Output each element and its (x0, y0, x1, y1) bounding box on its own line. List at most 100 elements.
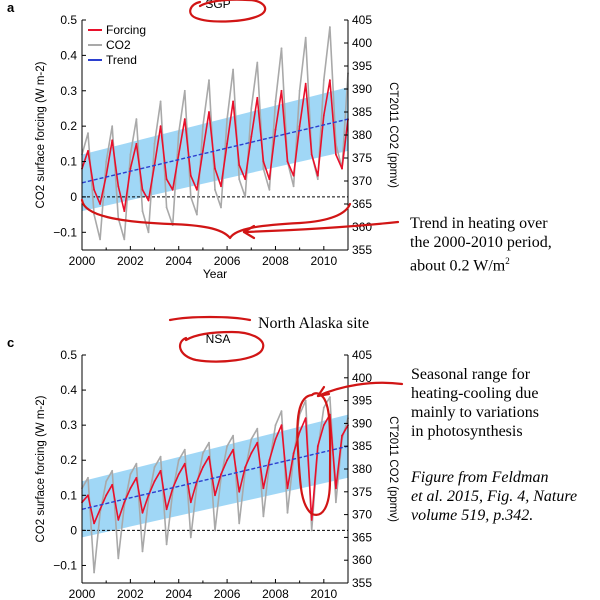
data-point-forcing (280, 89, 283, 92)
data-point-co2 (280, 410, 283, 412)
y-right-tick-label: 405 (352, 348, 372, 362)
data-point-co2 (304, 36, 307, 39)
data-point-forcing (335, 487, 337, 490)
y-right-tick-label: 385 (352, 439, 372, 453)
y-left-tick-label: 0.4 (60, 383, 77, 397)
data-point-co2 (262, 167, 265, 170)
data-point-forcing (322, 114, 325, 117)
data-point-co2 (105, 160, 108, 163)
legend-label: Forcing (106, 23, 146, 37)
data-point-forcing (286, 487, 289, 490)
data-point-co2 (93, 213, 95, 216)
data-point-forcing (341, 434, 343, 437)
data-point-co2 (189, 196, 192, 198)
data-point-forcing (310, 519, 313, 521)
seasonal-note-line: mainly to variations (411, 404, 539, 421)
data-point-forcing (298, 125, 301, 128)
data-point-co2 (141, 210, 144, 213)
data-point-co2 (147, 231, 150, 234)
data-point-forcing (292, 452, 295, 455)
data-point-forcing (87, 150, 89, 152)
data-point-co2 (256, 427, 259, 430)
y-left-tick-label: 0.1 (60, 155, 77, 169)
seasonal-arrow-mark (316, 381, 404, 398)
data-point-co2 (268, 188, 271, 191)
data-point-co2 (322, 79, 325, 82)
data-point-co2 (111, 469, 114, 472)
data-point-forcing (123, 501, 126, 504)
y-left-tick-label: −0.1 (53, 225, 77, 239)
x-tick-label: 2006 (214, 587, 241, 600)
x-tick-label: 2004 (165, 587, 192, 600)
y-right-tick-label: 395 (352, 394, 372, 408)
y-right-tick-label: 365 (352, 530, 372, 544)
data-point-forcing (341, 167, 343, 170)
data-point-co2 (93, 571, 95, 574)
x-tick-label: 2000 (69, 587, 96, 600)
y-left-tick-label: 0.5 (60, 13, 77, 27)
data-point-forcing (141, 188, 144, 191)
data-point-forcing (189, 174, 192, 177)
citation: Figure from Feldman et al. 2015, Fig. 4,… (411, 468, 597, 525)
data-point-co2 (262, 515, 265, 518)
trend-note-line: the 2000-2010 period, (410, 234, 552, 251)
data-point-forcing (238, 164, 241, 167)
x-tick-label: 2000 (69, 254, 96, 268)
y-left-tick-label: 0.2 (60, 453, 77, 467)
data-point-forcing (135, 142, 138, 145)
data-point-co2 (322, 406, 325, 409)
site-note: North Alaska site (258, 314, 369, 333)
data-point-co2 (208, 441, 210, 444)
data-point-forcing (226, 142, 229, 145)
citation-line: volume 519, p.342. (411, 507, 534, 524)
data-point-co2 (335, 501, 337, 504)
data-point-co2 (141, 550, 144, 553)
data-point-forcing (202, 466, 204, 469)
data-point-forcing (165, 178, 168, 181)
data-point-forcing (329, 79, 331, 82)
data-point-forcing (111, 483, 114, 486)
sgp-circle-mark (189, 0, 267, 23)
data-point-forcing (262, 160, 265, 163)
seasonal-note-line: heating-cooling due (411, 385, 539, 402)
y-axis-left-label: CO2 surface forcing (W m-2) (35, 395, 47, 542)
data-point-forcing (232, 100, 235, 103)
data-point-co2 (238, 522, 241, 525)
data-point-forcing (250, 135, 253, 138)
data-point-forcing (99, 508, 101, 511)
data-point-co2 (298, 89, 301, 92)
data-point-co2 (135, 118, 138, 120)
data-point-co2 (159, 455, 162, 458)
data-point-forcing (256, 96, 259, 99)
data-point-co2 (177, 132, 180, 135)
trend-note-exponent: 2 (505, 256, 510, 266)
data-point-forcing (304, 417, 307, 419)
data-point-co2 (129, 153, 132, 156)
y-left-tick-label: 0.5 (60, 348, 77, 362)
data-point-forcing (117, 185, 120, 188)
data-point-co2 (329, 396, 331, 398)
data-point-forcing (87, 494, 89, 497)
y-right-tick-label: 395 (352, 59, 372, 73)
data-point-forcing (165, 508, 168, 511)
data-point-forcing (171, 188, 174, 191)
data-point-co2 (177, 459, 180, 462)
y-left-tick-label: 0 (70, 523, 77, 537)
x-tick-label: 2002 (117, 254, 144, 268)
data-point-co2 (250, 438, 253, 441)
y-right-tick-label: 355 (352, 576, 372, 590)
y-left-tick-label: 0.4 (60, 48, 77, 62)
data-point-co2 (292, 185, 295, 188)
y-left-tick-label: 0.3 (60, 418, 77, 432)
seasonal-note-line: Seasonal range for (411, 366, 531, 383)
y-right-tick-label: 380 (352, 128, 372, 142)
data-point-forcing (226, 459, 229, 462)
y-right-tick-label: 370 (352, 174, 372, 188)
data-point-forcing (268, 459, 271, 462)
data-point-co2 (183, 448, 186, 451)
data-point-co2 (250, 107, 253, 110)
y-right-tick-label: 400 (352, 36, 372, 50)
data-point-forcing (304, 82, 307, 85)
y-right-tick-label: 400 (352, 371, 372, 385)
data-point-forcing (262, 487, 265, 490)
